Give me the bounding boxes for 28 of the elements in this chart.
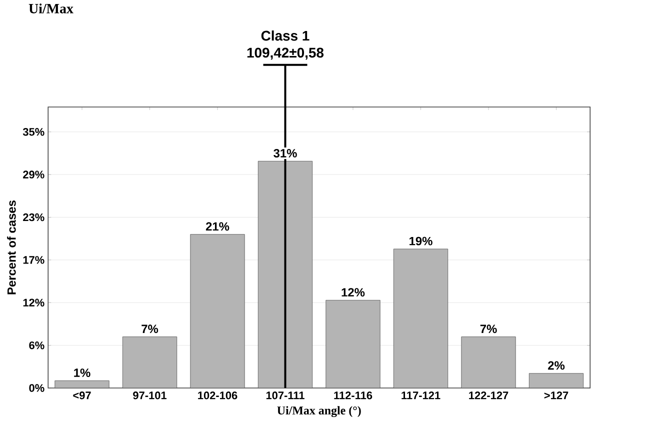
y-tick-label: 29% [23, 170, 44, 178]
x-tick-label: >127 [544, 392, 568, 400]
text: 109,42±0,58 [247, 48, 324, 60]
ref-line-label: Class 1 [261, 30, 310, 41]
y-tick-label: 12% [23, 298, 44, 306]
x-tick-label: 107-111 [266, 392, 304, 400]
chart-title: Ui/Max [28, 4, 74, 14]
y-axis-title: Percent of cases [7, 200, 16, 294]
data-label: 31% [274, 148, 297, 158]
data-label: 21% [206, 222, 230, 231]
x-tick-label: 112-116 [334, 392, 372, 400]
y-tick-label: 17% [23, 256, 44, 264]
data-label: 7% [142, 324, 158, 334]
y-tick-label: 35% [22, 128, 44, 136]
data-label: 19% [410, 236, 432, 246]
x-tick-label: <97 [73, 392, 91, 400]
x-tick-label: 122-127 [469, 392, 508, 400]
x-tick-label: 102-106 [198, 392, 238, 400]
data-label: 1% [74, 368, 90, 377]
y-tick-label: 6% [29, 341, 44, 350]
y-tick-label: 23% [23, 213, 44, 222]
data-label: 12% [342, 288, 365, 296]
x-axis-title: Ui/Max angle (°) [277, 406, 361, 418]
data-label: 7% [480, 324, 497, 334]
data-label: 2% [548, 361, 565, 370]
y-tick-label: 0% [29, 384, 44, 392]
x-tick-label: 97-101 [133, 392, 166, 400]
x-tick-label: 117-121 [402, 392, 440, 400]
